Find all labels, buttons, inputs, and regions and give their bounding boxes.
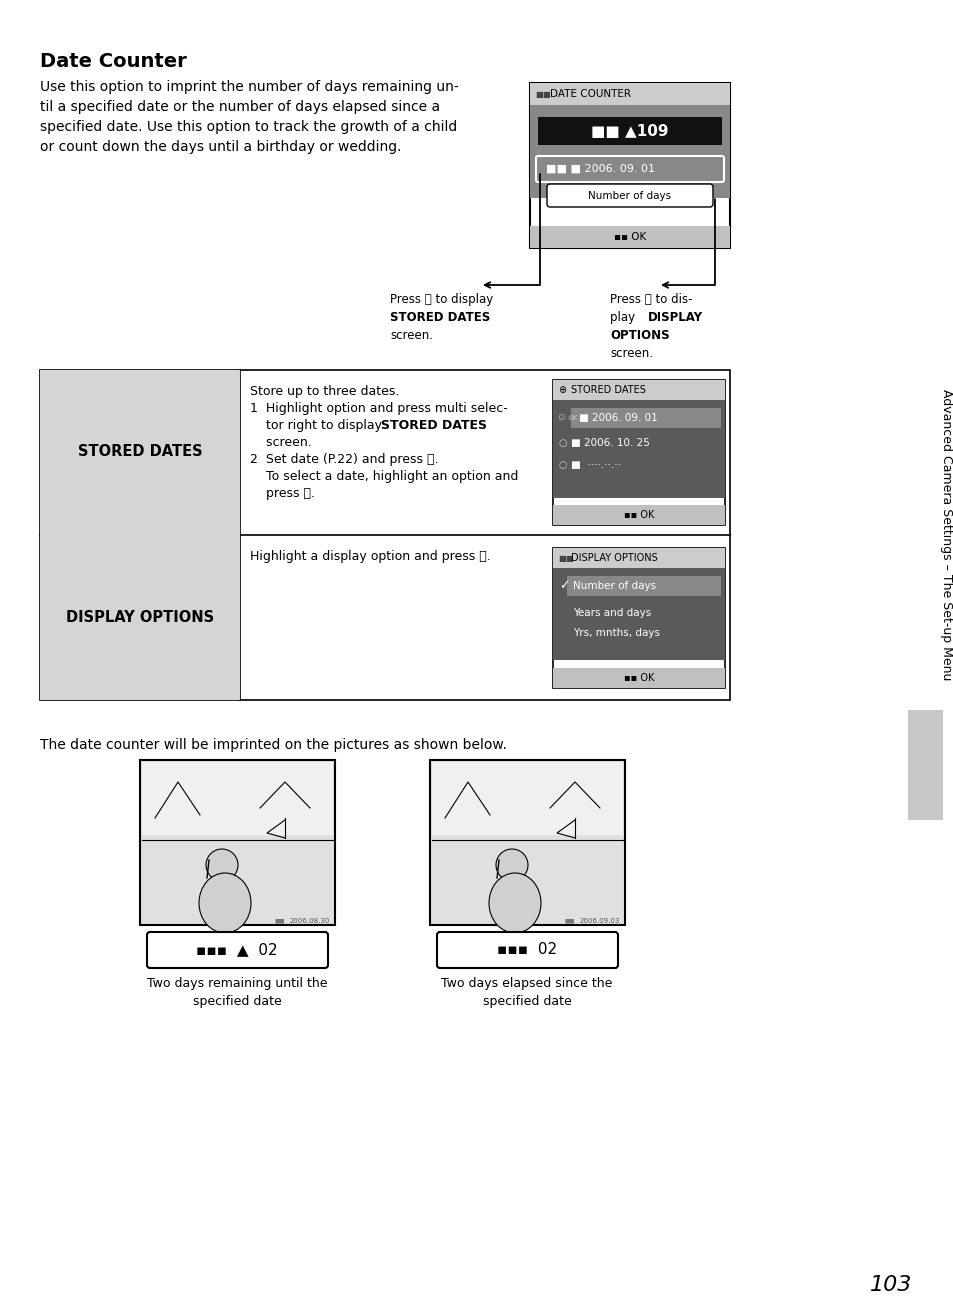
- Text: ⊕: ⊕: [558, 385, 565, 396]
- Bar: [140, 759, 335, 925]
- FancyBboxPatch shape: [536, 156, 723, 183]
- Text: screen.: screen.: [609, 347, 652, 360]
- Text: Two days remaining until the: Two days remaining until the: [147, 978, 327, 989]
- Text: To select a date, highlight an option and: To select a date, highlight an option an…: [250, 470, 517, 484]
- Bar: [40, 535, 240, 700]
- Text: specified date: specified date: [482, 995, 571, 1008]
- Bar: [530, 83, 729, 248]
- Bar: [553, 399, 724, 498]
- Text: screen.: screen.: [390, 328, 433, 342]
- Text: or count down the days until a birthday or wedding.: or count down the days until a birthday …: [40, 141, 401, 154]
- Text: Use this option to imprint the number of days remaining un-: Use this option to imprint the number of…: [40, 80, 458, 95]
- Text: STORED DATES: STORED DATES: [381, 419, 487, 432]
- Bar: [553, 505, 724, 526]
- Text: Date Counter: Date Counter: [40, 53, 187, 71]
- Text: DISPLAY OPTIONS: DISPLAY OPTIONS: [66, 610, 213, 624]
- Text: ■■: ■■: [558, 553, 573, 562]
- Text: ▪▪▪  ▲  02: ▪▪▪ ▲ 02: [196, 942, 277, 958]
- Text: Store up to three dates.: Store up to three dates.: [250, 385, 399, 398]
- Text: ○: ○: [558, 438, 567, 448]
- Text: STORED DATES: STORED DATES: [390, 311, 490, 325]
- Text: OPTIONS: OPTIONS: [609, 328, 669, 342]
- Bar: [142, 762, 333, 834]
- Circle shape: [496, 849, 527, 880]
- Bar: [907, 710, 942, 820]
- Text: ⊙K: ⊙K: [566, 415, 577, 420]
- Bar: [571, 409, 720, 428]
- Bar: [530, 105, 729, 198]
- Bar: [553, 380, 724, 526]
- Text: ■■: ■■: [274, 918, 285, 924]
- Text: screen.: screen.: [250, 436, 312, 449]
- Ellipse shape: [199, 872, 251, 933]
- Bar: [553, 568, 724, 660]
- Text: ▪▪ OK: ▪▪ OK: [613, 233, 645, 242]
- Bar: [553, 668, 724, 689]
- Bar: [553, 548, 724, 568]
- Bar: [537, 117, 721, 145]
- Text: Two days elapsed since the: Two days elapsed since the: [441, 978, 612, 989]
- Bar: [566, 576, 720, 597]
- Bar: [40, 371, 729, 700]
- Text: ■ 2006. 10. 25: ■ 2006. 10. 25: [571, 438, 649, 448]
- Text: DATE COUNTER: DATE COUNTER: [550, 89, 630, 99]
- Bar: [553, 548, 724, 689]
- Text: ○: ○: [558, 460, 567, 470]
- Text: ■ 2006. 09. 01: ■ 2006. 09. 01: [578, 413, 657, 423]
- Text: DISPLAY OPTIONS: DISPLAY OPTIONS: [571, 553, 657, 562]
- Text: 2006.09.03: 2006.09.03: [579, 918, 619, 924]
- Text: ■  ····.··.··: ■ ····.··.··: [571, 460, 620, 470]
- FancyBboxPatch shape: [436, 932, 618, 968]
- Text: 1  Highlight option and press multi selec-: 1 Highlight option and press multi selec…: [250, 402, 507, 415]
- FancyBboxPatch shape: [147, 932, 328, 968]
- Text: DISPLAY: DISPLAY: [647, 311, 702, 325]
- Text: ■■: ■■: [535, 89, 550, 99]
- Text: play: play: [609, 311, 642, 325]
- Circle shape: [206, 849, 237, 880]
- Text: Years and days: Years and days: [573, 608, 651, 618]
- Text: Number of days: Number of days: [588, 191, 671, 201]
- Text: tor right to display: tor right to display: [250, 419, 390, 432]
- Text: ⊙: ⊙: [557, 414, 564, 423]
- Text: ■■ ■ 2006. 09. 01: ■■ ■ 2006. 09. 01: [545, 164, 655, 173]
- FancyBboxPatch shape: [546, 184, 712, 208]
- Bar: [530, 226, 729, 248]
- Ellipse shape: [489, 872, 540, 933]
- Text: ■■: ■■: [564, 918, 575, 924]
- Text: 2  Set date (P.22) and press Ⓢ.: 2 Set date (P.22) and press Ⓢ.: [250, 453, 438, 466]
- Text: press Ⓢ.: press Ⓢ.: [250, 487, 314, 501]
- Text: specified date: specified date: [193, 995, 281, 1008]
- Text: Advanced Camera Settings – The Set-up Menu: Advanced Camera Settings – The Set-up Me…: [940, 389, 952, 681]
- Text: ▪▪ OK: ▪▪ OK: [623, 510, 654, 520]
- Text: Press Ⓢ to dis-: Press Ⓢ to dis-: [609, 293, 692, 306]
- Text: 2006.08.30: 2006.08.30: [290, 918, 330, 924]
- Text: til a specified date or the number of days elapsed since a: til a specified date or the number of da…: [40, 100, 439, 114]
- Text: ✓: ✓: [558, 579, 569, 593]
- Text: ▪▪▪  02: ▪▪▪ 02: [497, 942, 557, 958]
- Text: ▪▪ OK: ▪▪ OK: [623, 673, 654, 683]
- Text: STORED DATES: STORED DATES: [77, 444, 202, 460]
- Text: Highlight a display option and press Ⓢ.: Highlight a display option and press Ⓢ.: [250, 551, 490, 562]
- Text: ■■ ▲109: ■■ ▲109: [591, 124, 668, 138]
- Text: 103: 103: [869, 1275, 911, 1296]
- Bar: [530, 83, 729, 105]
- Text: Number of days: Number of days: [573, 581, 656, 591]
- Text: Press Ⓢ to display: Press Ⓢ to display: [390, 293, 493, 306]
- Bar: [40, 371, 240, 535]
- Bar: [553, 380, 724, 399]
- Bar: [432, 762, 622, 834]
- Text: Yrs, mnths, days: Yrs, mnths, days: [573, 628, 659, 639]
- Text: The date counter will be imprinted on the pictures as shown below.: The date counter will be imprinted on th…: [40, 738, 506, 752]
- Text: specified date. Use this option to track the growth of a child: specified date. Use this option to track…: [40, 120, 456, 134]
- Bar: [430, 759, 624, 925]
- Text: STORED DATES: STORED DATES: [571, 385, 645, 396]
